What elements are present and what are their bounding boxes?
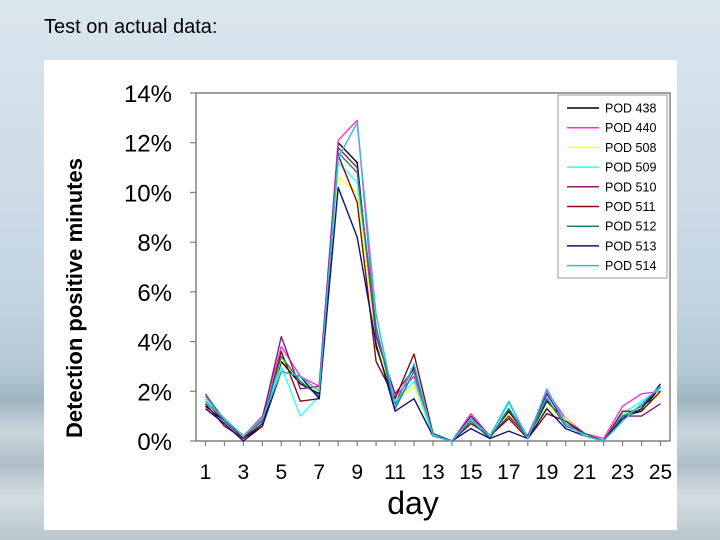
x-tick-label: 9 (351, 461, 363, 484)
legend-label: POD 510 (605, 180, 656, 194)
y-tick-label: 8% (137, 230, 172, 257)
x-tick-label: 15 (459, 461, 482, 484)
slide-title: Test on actual data: (44, 16, 218, 38)
legend: POD 438 POD 440 POD 508 POD 509 POD 510 POD 5… (557, 94, 668, 279)
x-tick-label: 3 (238, 461, 250, 484)
x-tick-label: 17 (497, 461, 520, 484)
x-tick-label: 1 (200, 461, 212, 484)
x-tick-label: 19 (535, 461, 558, 484)
legend-label: POD 508 (605, 141, 656, 155)
y-tick-label: 2% (137, 379, 172, 406)
y-axis-label: Detection positive minutes (62, 158, 87, 438)
x-axis-label: day (387, 485, 439, 521)
y-tick-label: 14% (124, 81, 172, 108)
y-tick-label: 10% (124, 180, 172, 207)
series-lines (204, 119, 662, 442)
y-tick-label: 4% (137, 330, 172, 357)
x-tick-label: 25 (649, 461, 672, 484)
x-tick-label: 7 (313, 461, 325, 484)
line-chart: 0%2%4%6%8%10%12%14%1 3 5 7 9 11 13 15 17 19 21 23 25… (62, 81, 672, 521)
legend-label: POD 512 (605, 220, 656, 234)
x-tick-label: 21 (573, 461, 596, 484)
series-line-pod-514 (205, 122, 661, 442)
x-tick-label: 5 (275, 461, 287, 484)
legend-label: POD 440 (605, 121, 656, 135)
y-tick-label: 12% (124, 131, 172, 158)
legend-label: POD 438 (605, 102, 656, 116)
axes: 0%2%4%6%8%10%12%14%1 3 5 7 9 11 13 15 17 19 21 23 25 (124, 81, 672, 484)
x-tick-label: 23 (611, 461, 634, 484)
legend-label: POD 509 (605, 161, 656, 175)
legend-label: POD 514 (605, 259, 656, 273)
x-tick-label: 11 (384, 461, 406, 484)
legend-label: POD 511 (605, 200, 656, 214)
legend-label: POD 513 (605, 239, 656, 253)
x-tick-label: 13 (421, 461, 444, 484)
y-tick-label: 0% (137, 429, 172, 456)
chart-panel: 0% 2% 4% 6% 8% 10% 12% 14% 1 3 5 7 9 11 13 15 17 19 21 23 25… (44, 60, 677, 530)
y-tick-label: 6% (137, 280, 172, 307)
